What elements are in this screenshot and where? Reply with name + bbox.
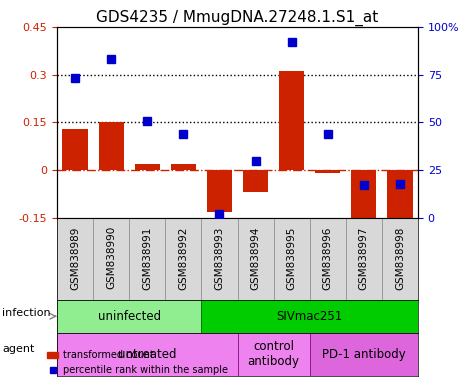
- FancyBboxPatch shape: [238, 333, 310, 376]
- Bar: [279, 71, 304, 170]
- FancyBboxPatch shape: [310, 333, 418, 376]
- Text: GSM838997: GSM838997: [359, 226, 369, 290]
- Text: infection: infection: [2, 308, 51, 318]
- Text: control
antibody: control antibody: [247, 341, 300, 369]
- Text: GSM838992: GSM838992: [178, 226, 189, 290]
- Text: PD-1 antibody: PD-1 antibody: [322, 348, 406, 361]
- Bar: [315, 170, 341, 174]
- Text: GSM838989: GSM838989: [70, 226, 80, 290]
- Legend: transformed count, percentile rank within the sample: transformed count, percentile rank withi…: [43, 346, 232, 379]
- Text: GSM838995: GSM838995: [286, 226, 297, 290]
- FancyBboxPatch shape: [201, 300, 418, 333]
- Bar: [62, 129, 88, 170]
- Bar: [387, 170, 413, 221]
- Bar: [207, 170, 232, 212]
- Bar: [134, 164, 160, 170]
- Text: GSM838990: GSM838990: [106, 226, 116, 290]
- Bar: [243, 170, 268, 192]
- Bar: [171, 164, 196, 170]
- Title: GDS4235 / MmugDNA.27248.1.S1_at: GDS4235 / MmugDNA.27248.1.S1_at: [96, 9, 379, 25]
- Text: GSM838991: GSM838991: [142, 226, 152, 290]
- Bar: [351, 170, 377, 221]
- Text: agent: agent: [2, 344, 35, 354]
- Text: uninfected: uninfected: [98, 310, 161, 323]
- Text: untreated: untreated: [118, 348, 177, 361]
- Text: GSM838996: GSM838996: [323, 226, 333, 290]
- FancyBboxPatch shape: [57, 333, 238, 376]
- Bar: [98, 122, 124, 170]
- Text: GSM838994: GSM838994: [250, 226, 261, 290]
- Text: SIVmac251: SIVmac251: [276, 310, 343, 323]
- Text: GSM838998: GSM838998: [395, 226, 405, 290]
- Text: GSM838993: GSM838993: [214, 226, 225, 290]
- FancyBboxPatch shape: [57, 300, 201, 333]
